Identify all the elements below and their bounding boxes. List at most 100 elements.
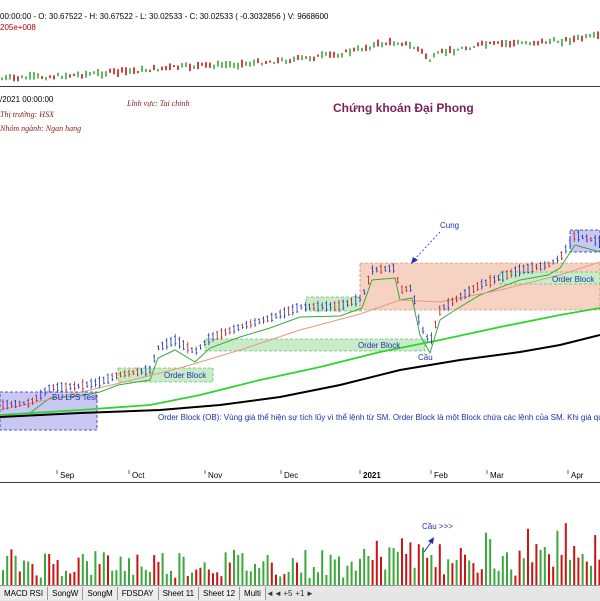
volume-bar: [409, 542, 412, 586]
volume-bar: [262, 561, 265, 586]
volume-bar: [2, 570, 4, 586]
overview-pane: 00:00:00 - O: 30.67522 - H: 30.67522 - L…: [0, 0, 600, 87]
volume-bar: [65, 570, 67, 586]
volume-pane[interactable]: Cầu >>>: [0, 482, 600, 586]
volume-bar: [241, 553, 244, 586]
volume-bar: [178, 553, 181, 586]
volume-bar: [422, 547, 424, 586]
volume-bar: [346, 565, 349, 586]
volume-bar: [304, 550, 307, 586]
axis-label-nov: Nov: [208, 471, 223, 480]
volume-bar: [170, 570, 172, 586]
volume-bar: [98, 564, 101, 586]
nav-prev-icon[interactable]: ◄: [273, 589, 282, 598]
volume-bar: [468, 560, 471, 586]
volume-bar: [472, 563, 475, 586]
cursor-date: /2021 00:00:00: [0, 95, 54, 104]
volume-bar: [90, 574, 93, 586]
volume-bar: [275, 574, 277, 586]
volume-bar: [228, 562, 231, 586]
volume-bar: [27, 561, 30, 586]
order-block-definition: Order Block (OB): Vùng giá thể hiện sự t…: [158, 413, 600, 422]
tab-sheet-12[interactable]: Sheet 12: [199, 587, 241, 600]
volume-bar: [518, 550, 521, 586]
nav-first-icon[interactable]: ◄: [265, 589, 274, 598]
volume-bar: [531, 562, 534, 586]
volume-chart[interactable]: Cầu >>>: [0, 483, 600, 586]
volume-bar: [535, 544, 538, 586]
volume-bar: [207, 569, 210, 586]
volume-bar: [585, 561, 588, 586]
volume-bar: [384, 569, 387, 586]
volume-bar: [573, 546, 576, 586]
volume-bar: [522, 558, 525, 586]
tab-fdsday[interactable]: FDSDAY: [117, 587, 159, 600]
tab-songm[interactable]: SongM: [83, 587, 118, 600]
volume-bar: [287, 571, 290, 586]
price-chart[interactable]: BU LPS Test Order Block Order Block Order B…: [0, 87, 600, 470]
volume-bar: [527, 528, 529, 586]
volume-bar: [279, 576, 282, 586]
volume-bar: [199, 567, 202, 586]
tab-macd-rsi[interactable]: MACD RSI: [0, 587, 49, 600]
tab-sheet-11[interactable]: Sheet 11: [158, 587, 200, 600]
volume-bar: [501, 556, 504, 586]
volume-bar: [552, 566, 555, 586]
volume-bar: [438, 544, 441, 586]
volume-bar: [464, 554, 466, 586]
ma-slow-green-line: [0, 307, 600, 416]
volume-bar: [359, 558, 361, 586]
volume-bar: [510, 569, 513, 586]
volume-bar: [480, 569, 483, 586]
volume-bar: [569, 559, 571, 586]
tab-multi[interactable]: Multi: [240, 587, 266, 600]
volume-bar: [363, 548, 366, 586]
tab-songw[interactable]: SongW: [48, 587, 84, 600]
volume-bar: [493, 568, 496, 586]
volume-bar: [329, 554, 332, 586]
volume-bar: [430, 554, 433, 586]
nav-plus-1-button[interactable]: +1: [295, 589, 305, 598]
axis-label-mar: Mar: [490, 471, 504, 480]
volume-bar: [354, 570, 357, 586]
nav-plus-5-button[interactable]: +5: [283, 589, 293, 598]
volume-bar: [157, 561, 160, 586]
volume-bar: [497, 570, 500, 586]
volume-bar: [191, 572, 193, 586]
volume-bar: [291, 558, 294, 586]
volume-bar: [581, 553, 584, 586]
volume-bar: [165, 573, 168, 586]
volume-bar: [39, 577, 42, 586]
demand-label: Cầu: [418, 353, 433, 362]
bu-lps-test-label: BU LPS Test: [52, 393, 98, 402]
volume-bar: [485, 532, 487, 586]
volume-bar: [23, 560, 25, 586]
supply-arrow: [413, 231, 441, 261]
volume-bar: [107, 555, 109, 586]
volume-bar: [447, 559, 450, 586]
supply-arrow-head: [411, 257, 418, 264]
price-chart-pane[interactable]: BU LPS Test Order Block Order Block Order B…: [0, 87, 600, 471]
volume-bar: [564, 523, 567, 586]
volume-bar: [44, 553, 46, 586]
volume-bar: [31, 564, 34, 586]
ohlc-readout: 00:00:00 - O: 30.67522 - H: 30.67522 - L…: [0, 12, 329, 21]
time-axis: Sep Oct Nov Dec 2021 Feb Mar Apr: [0, 470, 600, 482]
volume-bar: [396, 551, 399, 586]
volume-bar: [60, 576, 63, 586]
volume-bar: [119, 556, 122, 586]
axis-label-dec: Dec: [284, 471, 299, 480]
volume-bar: [153, 555, 156, 586]
axis-label-feb: Feb: [434, 471, 448, 480]
volume-bar: [94, 551, 97, 586]
volume-bar: [455, 560, 458, 586]
volume-bar: [249, 571, 252, 586]
volume-bar: [144, 569, 147, 586]
volume-bar: [590, 565, 592, 586]
nav-next-icon[interactable]: ►: [305, 589, 314, 598]
ma-mid-line: [0, 261, 600, 411]
volume-bar: [270, 562, 273, 586]
volume-bar: [560, 554, 563, 586]
base-zone: [0, 391, 98, 431]
volume-bar: [539, 549, 542, 586]
